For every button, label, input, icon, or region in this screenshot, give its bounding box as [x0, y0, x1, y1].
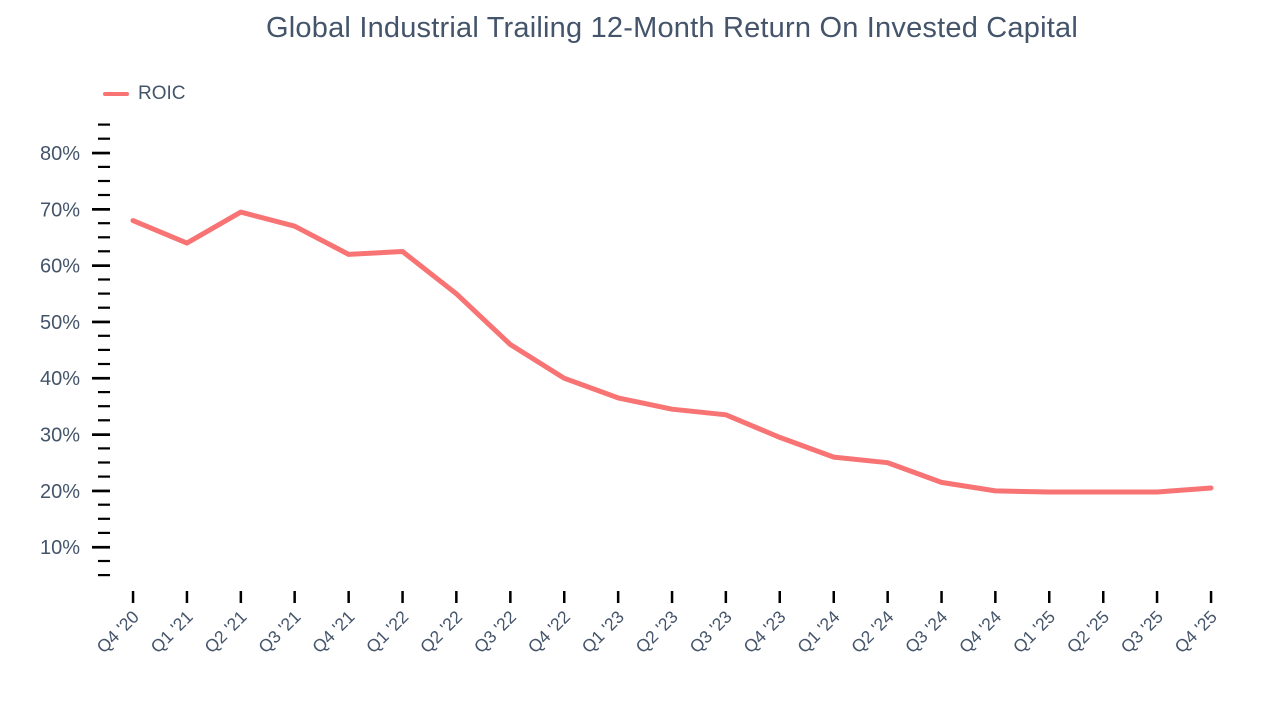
x-axis-tick	[563, 591, 566, 603]
chart-title: Global Industrial Trailing 12-Month Retu…	[266, 12, 1078, 44]
x-axis-tick-label: Q4 '20	[93, 606, 143, 656]
x-axis-tick-label: Q4 '25	[1171, 607, 1221, 657]
x-axis-tick-label: Q2 '22	[416, 607, 466, 657]
x-axis-tick-label: Q4 '23	[739, 607, 789, 657]
x-axis-tick	[293, 591, 296, 603]
legend-line-swatch-icon	[103, 92, 129, 96]
x-axis-tick-label: Q3 '23	[686, 607, 736, 657]
x-axis-tick-label: Q3 '24	[901, 606, 951, 656]
y-axis-labels: 10% 20% 30% 40% 50% 60% 70% 80%	[40, 143, 80, 559]
x-axis-tick	[670, 591, 674, 603]
y-minor-tick	[98, 503, 110, 506]
roic-series-line	[130, 209, 1214, 495]
roic-line	[130, 209, 1214, 495]
legend-label-roic: ROIC	[138, 83, 186, 104]
y-minor-tick	[98, 391, 110, 394]
y-major-tick	[92, 376, 110, 380]
y-major-tick	[92, 208, 110, 211]
x-axis-tick-label: Q1 '21	[147, 607, 197, 657]
x-axis-tick-label: Q2 '24	[847, 606, 897, 656]
y-axis-tick-label: 60%	[40, 256, 80, 278]
x-axis-tick-label: Q1 '25	[1009, 607, 1059, 657]
x-axis-tick-label: Q3 '25	[1117, 607, 1167, 657]
y-axis-tick-label: 70%	[40, 199, 80, 221]
y-axis-tick-label: 20%	[40, 481, 80, 503]
x-axis-tick	[778, 591, 781, 603]
x-axis-tick-label: Q2 '21	[200, 607, 250, 657]
y-minor-tick	[98, 123, 110, 126]
x-axis-tick	[616, 591, 620, 603]
x-axis-tick-label: Q4 '24	[955, 606, 1005, 656]
x-axis-tick	[1102, 591, 1105, 603]
y-minor-tick	[98, 193, 110, 197]
x-axis-tick	[1048, 591, 1051, 603]
y-minor-tick	[98, 222, 110, 225]
y-minor-tick	[98, 348, 110, 351]
y-minor-tick	[98, 447, 110, 450]
y-major-tick	[92, 489, 110, 493]
y-axis-tick-label: 10%	[40, 537, 80, 559]
y-minor-tick	[98, 137, 110, 140]
x-axis-tick	[724, 591, 728, 603]
x-axis-tick-label: Q1 '23	[578, 607, 628, 657]
x-axis-tick	[940, 591, 943, 603]
x-axis-tick-label: Q4 '22	[524, 607, 574, 657]
x-axis-ticks	[131, 591, 1213, 603]
y-minor-tick	[98, 517, 110, 520]
legend: ROIC	[103, 83, 186, 105]
x-axis-tick	[131, 591, 135, 603]
x-axis-tick-label: Q2 '25	[1063, 607, 1113, 657]
x-axis-tick	[509, 591, 512, 603]
x-axis-tick	[455, 591, 458, 603]
y-axis-tick-label: 40%	[40, 368, 80, 390]
x-axis-tick-label: Q3 '21	[254, 607, 304, 657]
y-major-tick	[92, 433, 110, 436]
x-axis-tick	[832, 591, 835, 603]
x-axis-tick-label: Q1 '24	[793, 606, 843, 656]
x-axis-tick	[994, 591, 997, 603]
y-minor-tick	[98, 475, 110, 478]
x-axis-labels: Q4 '20 Q1 '21 Q2 '21 Q3 '21 Q4 '21 Q1 '22 Q2 '…	[93, 606, 1221, 656]
y-minor-tick	[98, 419, 110, 422]
x-axis-tick	[1209, 591, 1213, 603]
y-minor-tick	[98, 179, 110, 183]
y-minor-tick	[98, 278, 110, 281]
y-minor-tick	[98, 461, 110, 464]
x-axis-tick	[886, 591, 889, 603]
x-axis-tick	[185, 591, 189, 603]
y-minor-tick	[98, 334, 110, 337]
x-axis-tick	[347, 591, 350, 603]
y-axis-tick-label: 80%	[40, 143, 80, 165]
y-axis-tick-label: 30%	[40, 425, 80, 447]
x-axis-tick-label: Q3 '22	[470, 607, 520, 657]
x-axis-tick-label: Q2 '23	[632, 607, 682, 657]
y-minor-tick	[98, 405, 110, 408]
y-axis-ticks	[92, 123, 110, 577]
y-major-tick	[92, 151, 110, 155]
x-axis-tick-label: Q1 '22	[362, 607, 412, 657]
y-minor-tick	[98, 531, 110, 534]
y-minor-tick	[98, 250, 110, 253]
y-minor-tick	[98, 574, 110, 577]
x-axis-tick-label: Q4 '21	[308, 607, 358, 657]
x-axis-tick	[1155, 591, 1159, 603]
x-axis-tick	[401, 591, 404, 603]
y-minor-tick	[98, 292, 110, 295]
y-minor-tick	[98, 165, 110, 168]
y-minor-tick	[98, 306, 110, 309]
y-minor-tick	[98, 559, 110, 563]
y-minor-tick	[98, 236, 110, 239]
y-major-tick	[92, 264, 110, 267]
y-major-tick	[92, 320, 110, 324]
y-axis-tick-label: 50%	[40, 312, 80, 334]
y-major-tick	[92, 545, 110, 549]
y-minor-tick	[98, 362, 110, 366]
x-axis-tick	[239, 591, 243, 603]
